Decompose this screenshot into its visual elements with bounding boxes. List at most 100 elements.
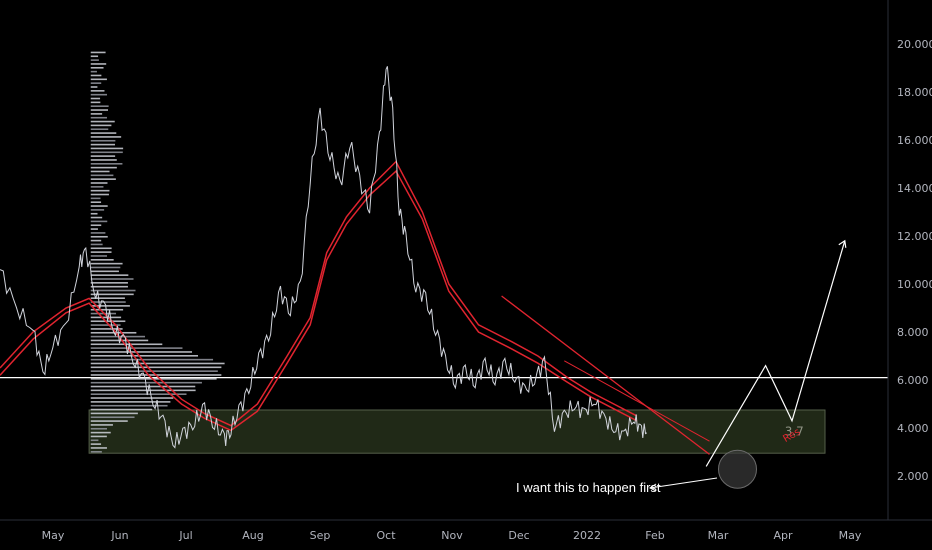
volume-profile-bar xyxy=(90,431,111,434)
volume-profile-bar xyxy=(90,278,134,280)
volume-profile-bar xyxy=(90,420,128,422)
volume-profile-bar xyxy=(90,120,115,123)
annotation-arrow xyxy=(649,477,718,489)
volume-profile-bar xyxy=(90,370,218,372)
volume-profile-bar xyxy=(90,404,168,407)
annotation-arrowhead xyxy=(649,483,657,492)
x-tick-label: Sep xyxy=(310,529,331,542)
volume-profile-bar xyxy=(90,416,135,419)
volume-profile-bar xyxy=(90,424,113,426)
volume-profile-bar xyxy=(90,178,116,180)
volume-profile-bar xyxy=(90,212,98,215)
annotation-text: I want this to happen first xyxy=(516,480,661,495)
x-tick-label: Nov xyxy=(441,529,463,542)
x-tick-label: May xyxy=(839,529,862,542)
volume-profile-bar xyxy=(90,439,99,442)
volume-profile-bar xyxy=(90,74,102,77)
volume-profile-bar xyxy=(90,170,110,173)
volume-profile-bar xyxy=(90,255,108,257)
volume-profile-bar xyxy=(90,362,225,365)
y-tick-label: 18.000 xyxy=(897,86,932,99)
volume-profile-bar xyxy=(90,355,199,357)
volume-profile-bar xyxy=(90,124,112,127)
volume-profile-bar xyxy=(90,427,107,430)
volume-profile-bar xyxy=(90,163,123,165)
y-tick-label: 16.000 xyxy=(897,134,932,147)
volume-profile-bar xyxy=(90,451,102,453)
volume-profile-bar xyxy=(90,132,117,134)
volume-profile-bar xyxy=(90,412,138,415)
volume-profile-bar xyxy=(90,136,122,138)
volume-profile-bar xyxy=(90,358,214,361)
volume-profile-bar xyxy=(90,105,109,107)
volume-profile-bar xyxy=(90,63,107,65)
volume-profile-bar xyxy=(90,151,123,154)
volume-profile-bar xyxy=(90,289,136,292)
volume-profile-bar xyxy=(90,90,105,92)
y-tick-label: 14.000 xyxy=(897,182,932,195)
volume-profile-bar xyxy=(90,301,126,303)
y-tick-label: 4.000 xyxy=(897,422,929,435)
volume-profile-bar xyxy=(90,197,101,200)
volume-profile-bar xyxy=(90,101,101,104)
y-tick-label: 20.000 xyxy=(897,38,932,51)
volume-profile-bar xyxy=(90,443,102,445)
volume-profile-bar xyxy=(90,239,102,242)
volume-profile-bar xyxy=(90,97,101,100)
volume-profile-bar xyxy=(90,228,98,230)
resistance-line-upper xyxy=(564,360,710,442)
volume-profile-bar xyxy=(90,259,114,261)
volume-profile-bar xyxy=(90,224,102,227)
volume-profile-bar xyxy=(90,297,125,299)
x-tick-label: 2022 xyxy=(573,529,601,542)
y-tick-label: 12.000 xyxy=(897,230,932,243)
volume-profile-bar xyxy=(90,186,104,188)
volume-profile-bar xyxy=(90,147,124,150)
volume-profile-bar xyxy=(90,209,105,211)
y-tick-label: 2.000 xyxy=(897,470,929,483)
volume-profile-bar xyxy=(90,232,106,234)
volume-profile-bar xyxy=(90,59,99,61)
x-tick-label: Mar xyxy=(708,529,729,542)
volume-profile-bar xyxy=(90,128,109,131)
x-tick-label: Jun xyxy=(110,529,128,542)
volume-profile-bar xyxy=(90,401,171,403)
volume-profile-bar xyxy=(90,270,119,273)
price-series-line xyxy=(0,66,648,449)
volume-profile-bar xyxy=(90,282,128,284)
resistance-line xyxy=(501,295,710,455)
volume-profile-bar xyxy=(90,243,103,246)
volume-profile-bar xyxy=(90,385,196,388)
moving-average-line-2 xyxy=(0,170,638,432)
volume-profile-bar xyxy=(90,143,115,146)
x-tick-label: Jul xyxy=(178,529,192,542)
volume-profile-bar xyxy=(90,193,109,196)
volume-profile-bar xyxy=(90,408,153,411)
volume-profile-bar xyxy=(90,328,123,330)
volume-profile-bar xyxy=(90,251,112,253)
volume-profile-bar xyxy=(90,78,107,81)
volume-profile-bar xyxy=(90,86,98,88)
volume-profile-bar xyxy=(90,381,202,384)
volume-profile-bar xyxy=(90,293,134,296)
volume-profile-bar xyxy=(90,82,102,84)
volume-profile-bar xyxy=(90,67,104,69)
volume-profile-bar xyxy=(90,262,123,265)
x-tick-label: May xyxy=(42,529,65,542)
support-zone-label: 3.7 xyxy=(785,425,804,439)
volume-profile-bar xyxy=(90,93,108,96)
volume-profile-bar xyxy=(90,216,103,219)
volume-profile-bar xyxy=(90,435,107,438)
volume-profile-bar xyxy=(90,189,110,192)
volume-profile-bar xyxy=(90,55,99,58)
volume-profile-bar xyxy=(90,205,108,207)
x-tick-label: Aug xyxy=(242,529,263,542)
x-tick-label: Dec xyxy=(508,529,529,542)
volume-profile-bar xyxy=(90,397,174,399)
projection-path xyxy=(705,240,846,467)
y-tick-label: 10.000 xyxy=(897,278,932,291)
support-zone xyxy=(88,409,826,454)
volume-profile-bar xyxy=(90,139,116,142)
